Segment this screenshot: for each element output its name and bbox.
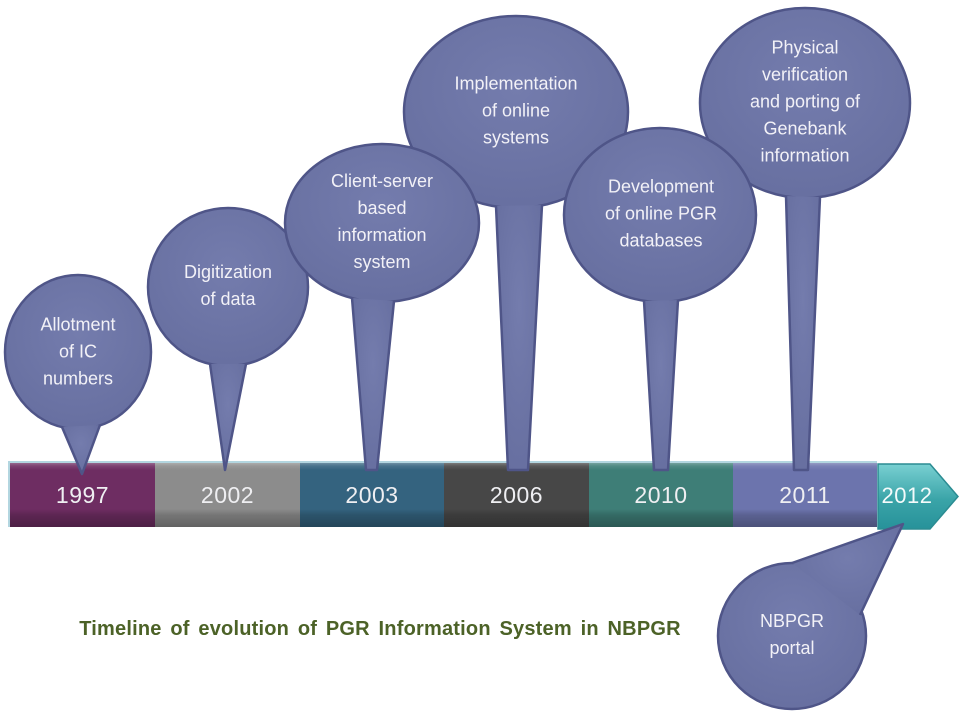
- balloon-allotment-of-ic-numbers: [3, 273, 153, 476]
- balloon-text-implementation: Implementation of online systems: [454, 73, 578, 148]
- year-label-2002: 2002: [200, 481, 255, 508]
- balloon-digitization-of-data: [146, 206, 310, 472]
- balloon-development-of-online-pgr-databases: [562, 126, 758, 472]
- balloon-nbpgr-portal: [716, 522, 905, 711]
- year-label-2012: 2012: [881, 482, 933, 508]
- timeline-segment-2006: 2006: [444, 463, 589, 527]
- year-label-2006: 2006: [489, 481, 544, 508]
- year-label-2003: 2003: [345, 481, 399, 508]
- balloon-client-server-based-information-system: [283, 142, 481, 472]
- timeline-segment-2010: 2010: [589, 463, 733, 527]
- balloon-text-digitization: Digitization of data: [183, 262, 273, 309]
- timeline-segment-1997: 1997: [10, 463, 155, 527]
- timeline-segment-2003: 2003: [300, 463, 444, 527]
- year-label-1997: 1997: [55, 481, 110, 508]
- balloon-text-development: Development of online PGR databases: [604, 176, 718, 251]
- year-label-2011: 2011: [779, 481, 831, 508]
- balloon-text-client-server: Client-server based information system: [330, 171, 434, 272]
- year-label-2010: 2010: [634, 481, 688, 508]
- timeline-segment-2011: 2011: [733, 463, 877, 527]
- balloon-physical-verification-genebank: [698, 6, 912, 472]
- balloon-text-allotment: Allotment of IC numbers: [40, 314, 116, 389]
- balloon-text-physical: Physical verification and porting of Gen…: [749, 37, 861, 166]
- timeline-bar: 1997 2002 2003 2006 2010 2011: [8, 461, 877, 527]
- balloon-implementation-of-online-systems: [402, 14, 630, 472]
- balloon-text-nbpgr-portal: NBPGR portal: [759, 611, 825, 658]
- timeline-segment-2002: 2002: [155, 463, 300, 527]
- slide-caption: Timeline of evolution of PGR Information…: [79, 618, 681, 640]
